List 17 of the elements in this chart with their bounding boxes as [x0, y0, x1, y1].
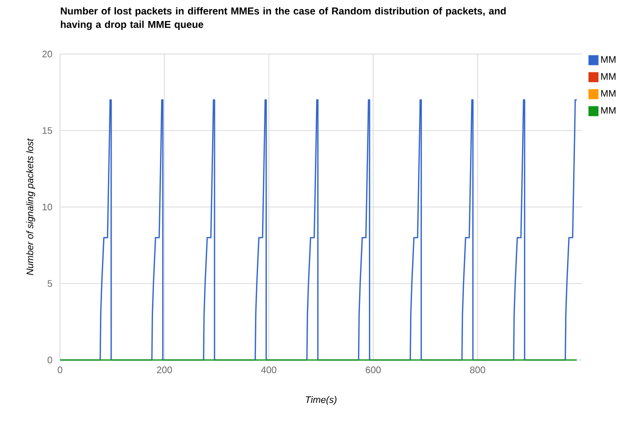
- x-axis-title: Time(s): [306, 396, 336, 405]
- y-tick-label: 10: [42, 204, 52, 210]
- x-tick-label: 800: [470, 366, 486, 374]
- x-tick-label: 200: [156, 366, 172, 374]
- x-tick-label: 0: [58, 366, 62, 374]
- legend-label: MM: [601, 56, 616, 63]
- y-axis-title: Number of signaling packets lost: [26, 138, 36, 276]
- y-tick-label: 15: [42, 127, 52, 134]
- y-tick-label: 20: [42, 50, 52, 58]
- legend-label: MM: [601, 73, 616, 80]
- y-tick-label: 0: [48, 356, 52, 364]
- x-tick-label: 600: [366, 366, 381, 374]
- x-tick-label: 400: [261, 366, 276, 374]
- legend-label: MM: [601, 107, 616, 114]
- y-tick-label: 5: [48, 280, 52, 287]
- chart-title: Number of lost packets in different MMEs in the case of Random distribution of packets, and having a drop tail MME queue: [60, 7, 506, 30]
- legend-label: MM: [601, 90, 616, 97]
